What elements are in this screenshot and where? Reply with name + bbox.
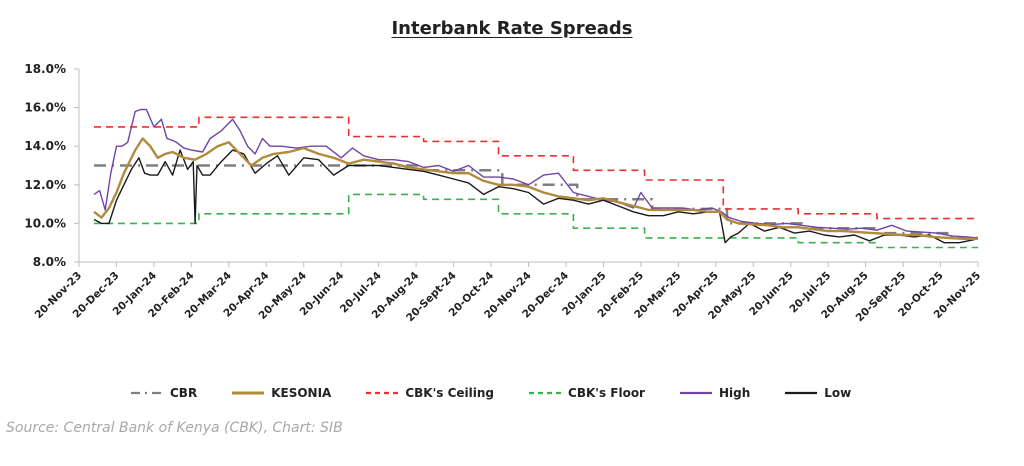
- legend-item: CBK's Floor: [528, 386, 645, 400]
- series-line-kesonia: [93, 137, 978, 241]
- axes: [74, 68, 979, 267]
- legend-label: Low: [824, 386, 852, 400]
- y-tick-label: 8.0%: [33, 255, 66, 269]
- y-tick-label: 10.0%: [24, 216, 66, 230]
- legend-item: KESONIA: [231, 386, 331, 400]
- legend-item: Low: [784, 386, 851, 400]
- y-tick-label: 16.0%: [24, 101, 66, 115]
- legend-label: High: [718, 386, 751, 400]
- chart-title-text: Interbank Rate Spreads: [391, 18, 633, 39]
- legend-item: CBR: [130, 386, 197, 400]
- legend-label: CBK's Ceiling: [405, 386, 495, 400]
- chart-legend: CBR KESONIA CBK's Ceiling CBK's Floor High Lo…: [130, 386, 851, 400]
- source-note: Source: Central Bank of Kenya (CBK), Cha…: [6, 420, 343, 436]
- legend-swatch-icon: [131, 391, 163, 395]
- series-line-cbk-s-ceiling: [94, 116, 978, 220]
- y-tick-label: 12.0%: [24, 178, 66, 192]
- series-line-high: [93, 108, 979, 239]
- legend-label: CBR: [170, 386, 198, 400]
- series-line-low: [93, 149, 979, 244]
- series-line-cbr: [94, 164, 978, 240]
- chart-title: Interbank Rate Spreads: [0, 18, 1024, 39]
- legend-label: CBK's Floor: [568, 386, 645, 400]
- ticks-layer: 8.0%10.0%12.0%14.0%16.0%18.0%20-Nov-2320…: [24, 62, 983, 324]
- series-line-cbk-s-floor: [94, 193, 978, 249]
- legend-label: KESONIA: [271, 386, 332, 400]
- y-tick-label: 14.0%: [24, 139, 66, 153]
- legend-swatch-icon: [679, 391, 712, 395]
- legend-item: CBK's Ceiling: [365, 386, 494, 400]
- legend-swatch-icon: [232, 391, 265, 395]
- y-tick-label: 18.0%: [24, 62, 66, 76]
- legend-swatch-icon: [366, 391, 399, 395]
- legend-item: High: [679, 386, 750, 400]
- series-layer: [93, 108, 979, 249]
- legend-swatch-icon: [785, 391, 818, 395]
- legend-swatch-icon: [529, 391, 562, 395]
